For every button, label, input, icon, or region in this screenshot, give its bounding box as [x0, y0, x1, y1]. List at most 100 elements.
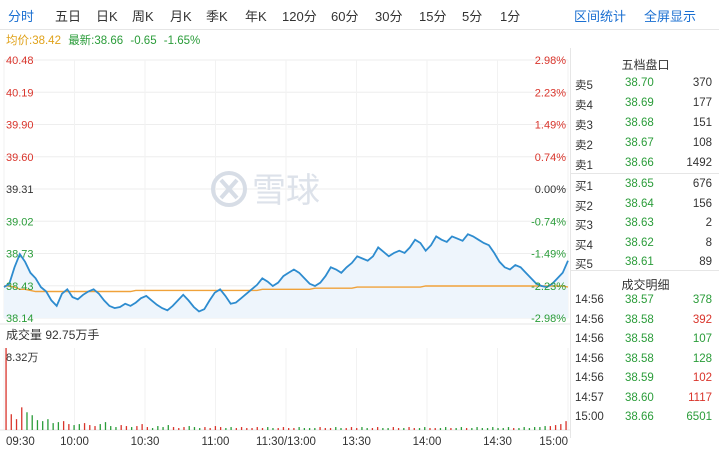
time-axis-label: 10:00 — [60, 436, 89, 448]
bid-row: 买2 38.64 156 — [571, 196, 719, 215]
volume-bar — [371, 428, 374, 430]
tab-12[interactable]: 1分 — [500, 9, 521, 24]
ask-row: 卖4 38.69 177 — [571, 95, 719, 114]
tab-11[interactable]: 5分 — [462, 9, 483, 24]
trade-row: 14:56 38.58 128 — [571, 351, 719, 370]
volume-bar — [110, 426, 112, 430]
trade-row: 14:57 38.60 1117 — [571, 390, 719, 409]
tab-4[interactable]: 月K — [170, 9, 192, 24]
volume-bar — [94, 426, 96, 430]
interval-stats-link[interactable]: 区间统计 — [574, 9, 627, 24]
volume-bar — [136, 426, 138, 430]
pct-axis-label: 0.00% — [535, 184, 566, 196]
volume-bar — [356, 428, 358, 430]
time-axis-label: 15:00 — [539, 436, 568, 448]
volume-bar — [403, 428, 405, 430]
row-price: 38.58 — [625, 352, 654, 365]
row-price: 38.66 — [625, 157, 654, 169]
row-price: 38.67 — [625, 137, 654, 149]
price-axis-label: 39.02 — [6, 216, 34, 228]
volume-bar — [565, 421, 567, 430]
volume-bar — [172, 427, 175, 430]
time-axis-label: 14:00 — [413, 436, 442, 448]
row-price: 38.62 — [625, 236, 654, 249]
volume-bar — [486, 428, 489, 430]
volume-bar — [267, 427, 269, 430]
pct-axis-label: 0.74% — [535, 152, 566, 164]
intraday-chart-svg[interactable]: 雪球 40.48 40.19 39.90 39.60 39.31 39.02 38.73 38.… — [0, 48, 570, 456]
trades-title: 成交明细 — [621, 278, 670, 292]
pct-axis-label: 2.98% — [535, 55, 566, 67]
volume-bar — [293, 428, 295, 430]
volume-bar — [471, 428, 473, 430]
time-axis-label: 14:30 — [483, 436, 512, 448]
price-axis-label: 38.14 — [6, 313, 34, 325]
volume-bar — [99, 424, 101, 430]
time-axis-label: 13:30 — [342, 436, 371, 448]
volume-bar — [324, 428, 326, 430]
tab-9[interactable]: 30分 — [375, 9, 403, 24]
volume-bar — [251, 428, 253, 430]
bid-row: 买3 38.63 2 — [571, 215, 719, 234]
volume-bar — [272, 428, 274, 430]
row-volume: 676 — [692, 178, 712, 190]
row-volume: 128 — [692, 352, 712, 365]
tab-8[interactable]: 60分 — [331, 9, 359, 24]
intraday-chart[interactable]: 雪球 40.48 40.19 39.90 39.60 39.31 39.02 38.73 38.… — [0, 48, 570, 456]
volume-bar — [183, 427, 185, 430]
volume-bar — [157, 426, 159, 430]
row-label: 14:56 — [575, 372, 604, 384]
volume-bar — [513, 428, 515, 430]
volume-bar — [178, 428, 180, 430]
row-volume: 107 — [692, 333, 712, 345]
volume-bar — [15, 419, 18, 430]
volume-max-label: 8.32万 — [6, 352, 38, 364]
volume-bar — [397, 428, 400, 430]
ask-row: 卖5 38.70 370 — [571, 75, 719, 94]
row-label: 14:56 — [575, 352, 604, 365]
volume-bar — [434, 428, 436, 430]
volume-bar — [533, 427, 536, 430]
volume-bar — [230, 427, 232, 430]
volume-bar — [131, 427, 133, 430]
trade-row: 14:56 38.58 107 — [571, 331, 719, 350]
trade-row: 14:56 38.57 378 — [571, 292, 719, 311]
ask-row: 卖2 38.67 108 — [571, 135, 719, 154]
volume-bar — [68, 424, 70, 430]
volume-bar — [450, 428, 452, 430]
volume-bar — [408, 427, 410, 430]
volume-bar — [518, 428, 520, 430]
trade-row: 14:56 38.58 392 — [571, 312, 719, 331]
volume-bar — [199, 428, 201, 430]
volume-bar — [544, 426, 546, 430]
row-volume: 6501 — [686, 411, 712, 423]
row-price: 38.58 — [625, 333, 654, 345]
tab-2[interactable]: 日K — [96, 9, 118, 24]
volume-bar — [162, 427, 164, 430]
tab-1[interactable]: 五日 — [55, 9, 82, 24]
fullscreen-link[interactable]: 全屏显示 — [644, 9, 697, 24]
price-axis-label: 39.31 — [6, 184, 34, 196]
volume-bar — [209, 428, 211, 430]
price-change: -0.65 — [130, 35, 157, 47]
row-volume: 392 — [692, 313, 712, 326]
volume-bar — [52, 423, 54, 430]
volume-bar — [146, 427, 149, 430]
svg-text:雪球: 雪球 — [252, 171, 320, 211]
tab-6[interactable]: 年K — [245, 9, 267, 24]
time-axis-label: 09:30 — [6, 436, 35, 448]
latest-price: 最新:38.66 — [68, 35, 124, 47]
tab-7[interactable]: 120分 — [282, 9, 317, 24]
row-volume: 1492 — [686, 157, 712, 169]
tab-10[interactable]: 15分 — [419, 9, 447, 24]
volume-bar — [492, 427, 494, 430]
tab-0[interactable]: 分时 — [8, 9, 35, 24]
tab-3[interactable]: 周K — [132, 9, 154, 24]
volume-bar — [62, 421, 65, 430]
row-label: 卖2 — [575, 140, 593, 152]
volume-bar — [42, 421, 44, 430]
tab-5[interactable]: 季K — [206, 9, 228, 24]
volume-bar — [204, 427, 206, 430]
volume-bar — [429, 428, 431, 430]
row-label: 卖1 — [575, 160, 593, 172]
